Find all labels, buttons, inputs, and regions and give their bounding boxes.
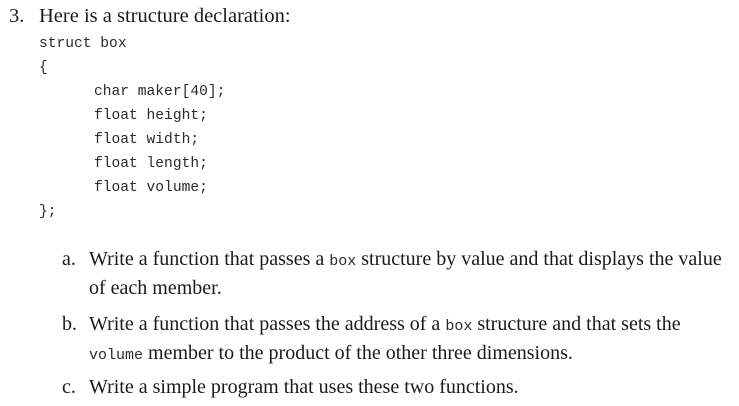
code-line: { bbox=[39, 60, 48, 76]
text-run: Write a function that passes a bbox=[89, 248, 330, 270]
code-term: box bbox=[329, 253, 357, 270]
text-run: member to the product of the other three… bbox=[143, 342, 573, 364]
question-number: 3. bbox=[9, 5, 25, 27]
text-run: structure by value and that displays the… bbox=[89, 248, 722, 299]
subquestion-label: a. bbox=[62, 248, 76, 270]
subquestion-label: b. bbox=[62, 313, 77, 335]
subquestion-label: c. bbox=[62, 376, 76, 398]
code-line: struct box bbox=[39, 36, 127, 52]
code-line: char maker[40]; bbox=[94, 84, 226, 100]
code-line: float height; bbox=[94, 108, 208, 124]
code-line: float width; bbox=[94, 132, 200, 148]
subquestion-text: Write a function that passes the address… bbox=[89, 311, 732, 369]
question-heading: 3. Here is a structure declaration: bbox=[9, 3, 291, 29]
subquestion-text: Write a simple program that uses these t… bbox=[89, 374, 732, 400]
code-term: box bbox=[445, 318, 473, 335]
question-prompt: Here is a structure declaration: bbox=[39, 5, 291, 27]
subquestion-text: Write a function that passes a box struc… bbox=[89, 246, 732, 301]
text-run: Write a simple program that uses these t… bbox=[89, 376, 519, 398]
text-run: Write a function that passes the address… bbox=[89, 313, 446, 335]
code-line: }; bbox=[39, 204, 57, 220]
code-line: float length; bbox=[94, 156, 208, 172]
text-run: structure and that sets the bbox=[472, 313, 681, 335]
code-term: volume bbox=[89, 347, 144, 364]
code-line: float volume; bbox=[94, 180, 208, 196]
